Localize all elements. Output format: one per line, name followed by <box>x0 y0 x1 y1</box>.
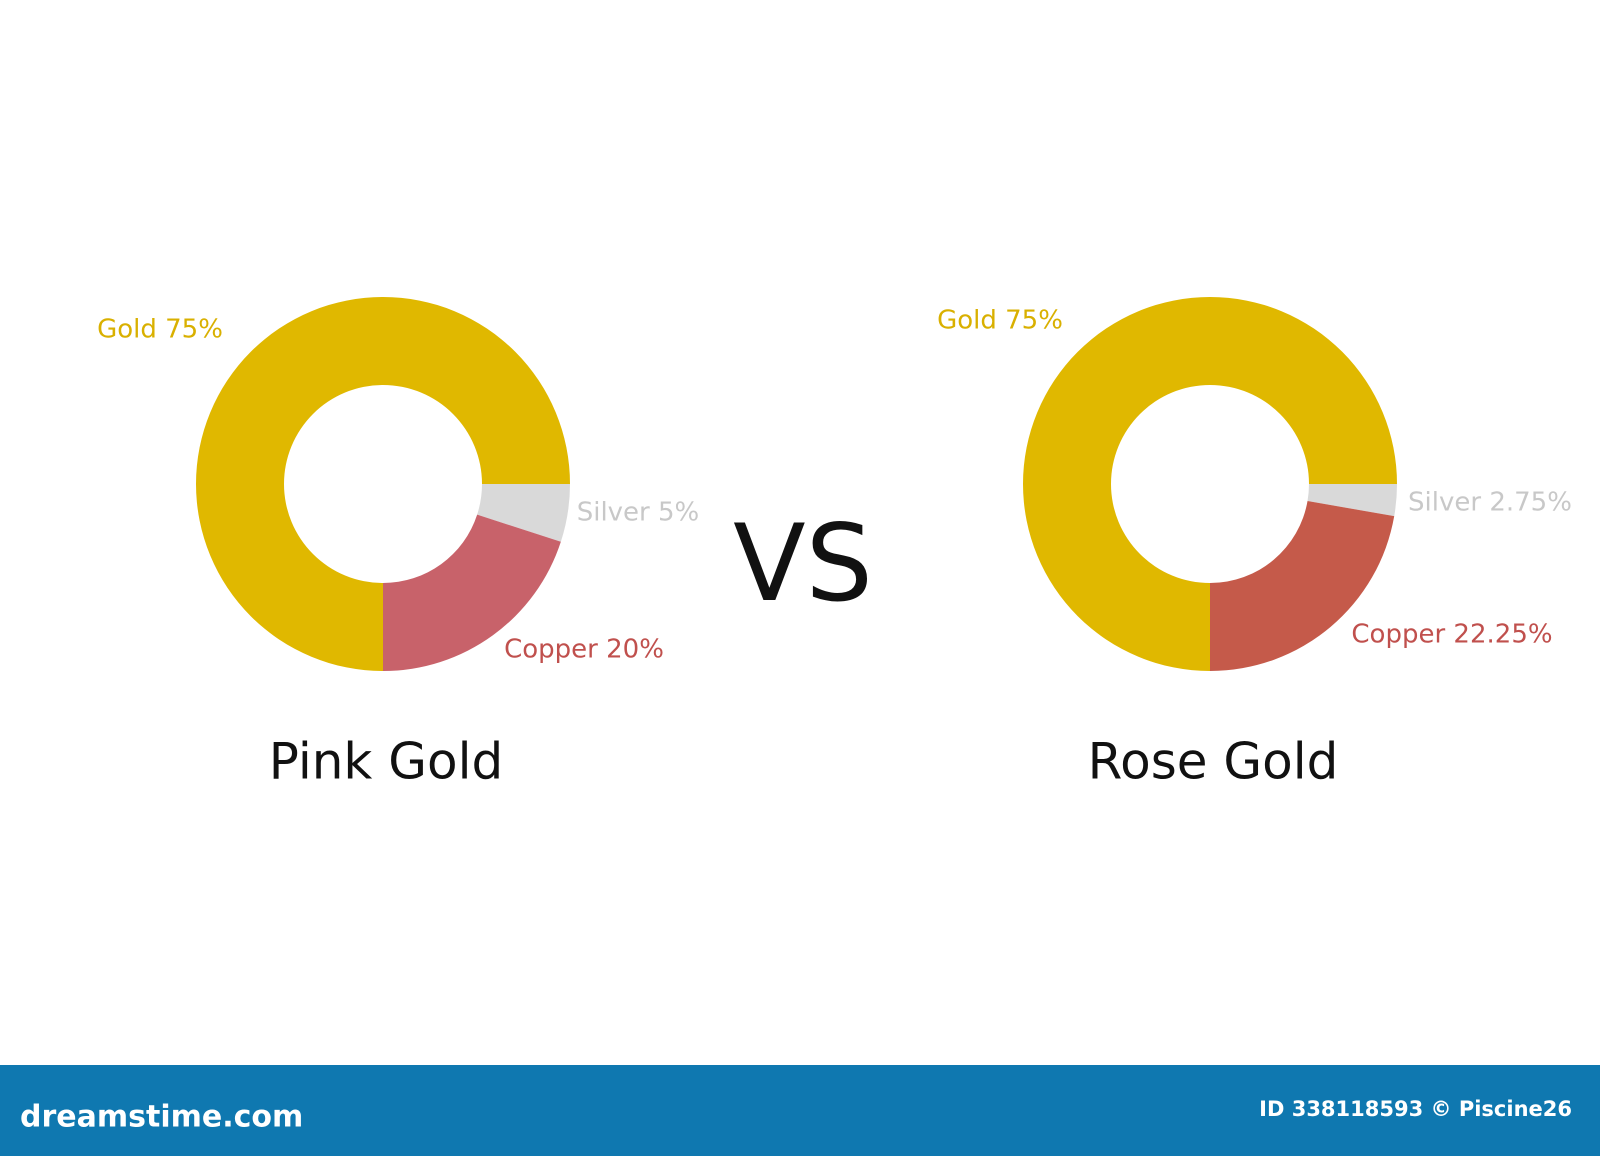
chart-title: Pink Gold <box>269 733 503 791</box>
slice-label: Gold 75% <box>937 306 1063 336</box>
vs-label: VS <box>733 502 873 625</box>
slice <box>1023 297 1397 671</box>
slice-label: Copper 22.25% <box>1351 620 1552 650</box>
slice <box>1307 484 1397 517</box>
slice-label: Silver 2.75% <box>1408 488 1572 518</box>
slice <box>1210 501 1395 671</box>
slice-label: Gold 75% <box>97 315 223 345</box>
slice <box>383 514 561 671</box>
slice <box>196 297 570 671</box>
slice-label: Silver 5% <box>577 498 700 528</box>
chart-title: Rose Gold <box>1088 733 1339 791</box>
slice-label: Copper 20% <box>504 635 664 665</box>
footer-brand: dreamstime.com <box>20 1100 303 1135</box>
footer-credit: ID 338118593 © Piscine26 <box>1259 1097 1572 1121</box>
slice <box>477 484 570 542</box>
footer-bar <box>0 1065 1600 1156</box>
